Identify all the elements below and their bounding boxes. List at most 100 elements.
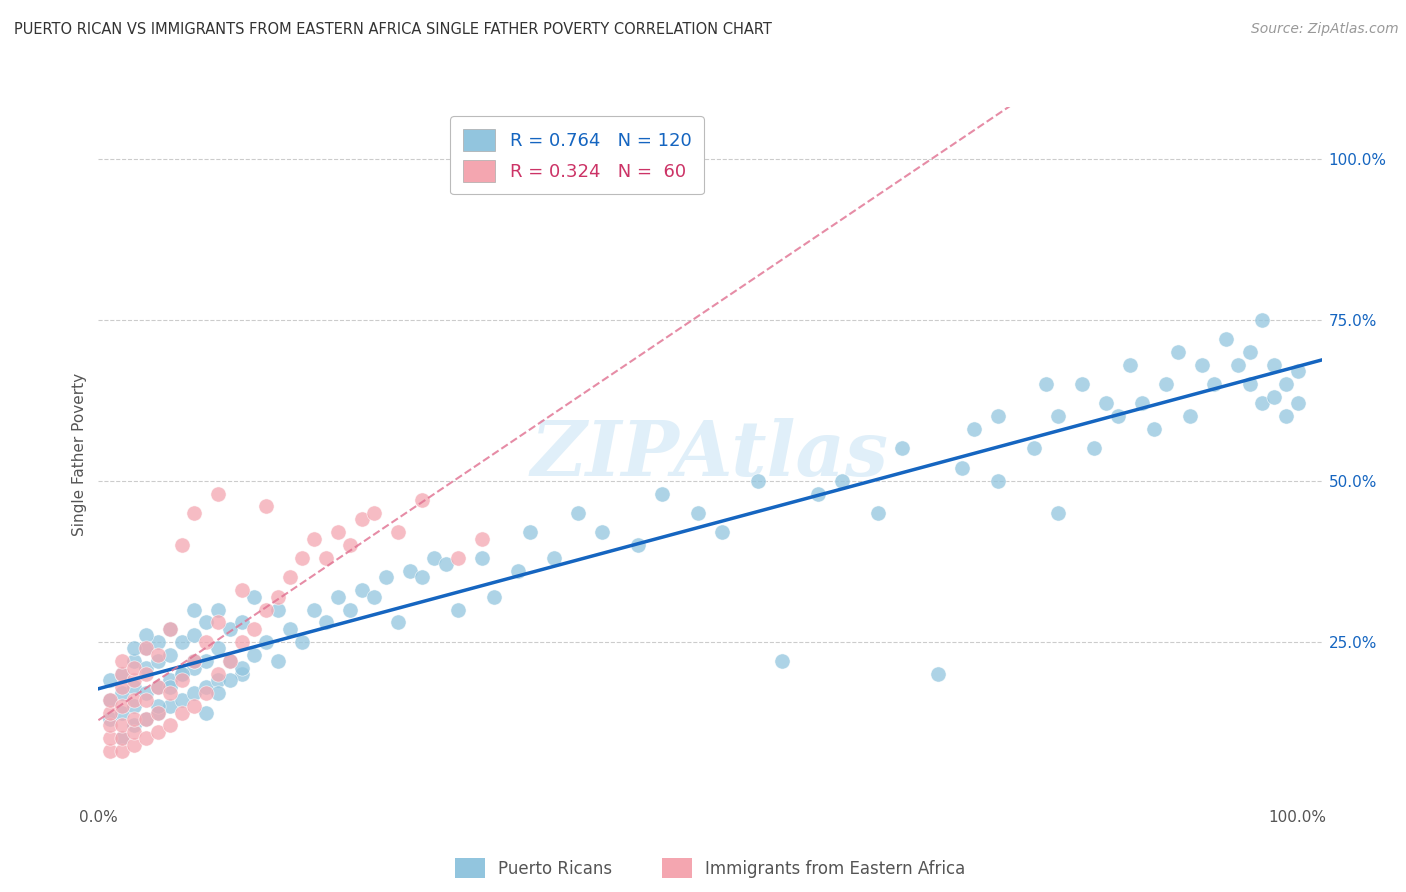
Point — [159, 699, 181, 714]
Point — [831, 474, 853, 488]
Point — [159, 622, 181, 636]
Point — [100, 731, 122, 746]
Point — [1274, 377, 1296, 392]
Point — [111, 744, 134, 758]
Y-axis label: Single Father Poverty: Single Father Poverty — [72, 374, 87, 536]
Point — [987, 474, 1010, 488]
Point — [148, 699, 170, 714]
Point — [387, 525, 409, 540]
Point — [148, 680, 170, 694]
Point — [231, 634, 253, 648]
Point — [135, 641, 157, 656]
Point — [1239, 344, 1261, 359]
Point — [375, 570, 398, 584]
Point — [1215, 332, 1237, 346]
Point — [411, 570, 433, 584]
Point — [111, 667, 134, 681]
Point — [100, 718, 122, 732]
Point — [231, 583, 253, 598]
Point — [770, 654, 793, 668]
Point — [148, 634, 170, 648]
Point — [267, 590, 290, 604]
Point — [219, 673, 242, 688]
Point — [195, 680, 218, 694]
Point — [363, 590, 385, 604]
Point — [747, 474, 769, 488]
Point — [1274, 409, 1296, 424]
Point — [1130, 396, 1153, 410]
Point — [1046, 409, 1069, 424]
Point — [1202, 377, 1225, 392]
Point — [315, 615, 337, 630]
Point — [159, 680, 181, 694]
Text: Source: ZipAtlas.com: Source: ZipAtlas.com — [1251, 22, 1399, 37]
Point — [159, 648, 181, 662]
Point — [1107, 409, 1129, 424]
Point — [135, 712, 157, 726]
Point — [124, 680, 146, 694]
Point — [254, 634, 277, 648]
Point — [207, 641, 229, 656]
Point — [135, 686, 157, 700]
Point — [711, 525, 734, 540]
Point — [1046, 506, 1069, 520]
Point — [1286, 364, 1309, 378]
Point — [172, 673, 194, 688]
Point — [135, 641, 157, 656]
Point — [651, 486, 673, 500]
Point — [124, 654, 146, 668]
Point — [183, 654, 205, 668]
Point — [183, 686, 205, 700]
Point — [183, 654, 205, 668]
Point — [1250, 312, 1272, 326]
Point — [124, 673, 146, 688]
Point — [508, 564, 530, 578]
Point — [195, 706, 218, 720]
Point — [291, 551, 314, 566]
Point — [567, 506, 589, 520]
Point — [243, 648, 266, 662]
Point — [339, 602, 361, 616]
Point — [207, 602, 229, 616]
Point — [135, 660, 157, 674]
Point — [100, 744, 122, 758]
Point — [254, 500, 277, 514]
Point — [159, 718, 181, 732]
Point — [148, 725, 170, 739]
Point — [219, 654, 242, 668]
Point — [1263, 390, 1285, 404]
Point — [543, 551, 565, 566]
Point — [124, 660, 146, 674]
Point — [1178, 409, 1201, 424]
Point — [471, 532, 494, 546]
Point — [124, 718, 146, 732]
Point — [434, 558, 457, 572]
Point — [135, 712, 157, 726]
Point — [352, 512, 374, 526]
Point — [890, 442, 912, 456]
Point — [135, 667, 157, 681]
Point — [111, 680, 134, 694]
Point — [183, 602, 205, 616]
Point — [135, 692, 157, 706]
Text: PUERTO RICAN VS IMMIGRANTS FROM EASTERN AFRICA SINGLE FATHER POVERTY CORRELATION: PUERTO RICAN VS IMMIGRANTS FROM EASTERN … — [14, 22, 772, 37]
Point — [172, 667, 194, 681]
Point — [172, 667, 194, 681]
Point — [304, 602, 326, 616]
Point — [987, 409, 1010, 424]
Point — [963, 422, 986, 436]
Point — [124, 712, 146, 726]
Point — [148, 654, 170, 668]
Point — [1239, 377, 1261, 392]
Point — [172, 706, 194, 720]
Point — [278, 622, 301, 636]
Point — [267, 602, 290, 616]
Point — [111, 706, 134, 720]
Point — [135, 628, 157, 642]
Point — [124, 641, 146, 656]
Point — [195, 686, 218, 700]
Point — [111, 686, 134, 700]
Point — [195, 654, 218, 668]
Point — [124, 738, 146, 752]
Point — [183, 660, 205, 674]
